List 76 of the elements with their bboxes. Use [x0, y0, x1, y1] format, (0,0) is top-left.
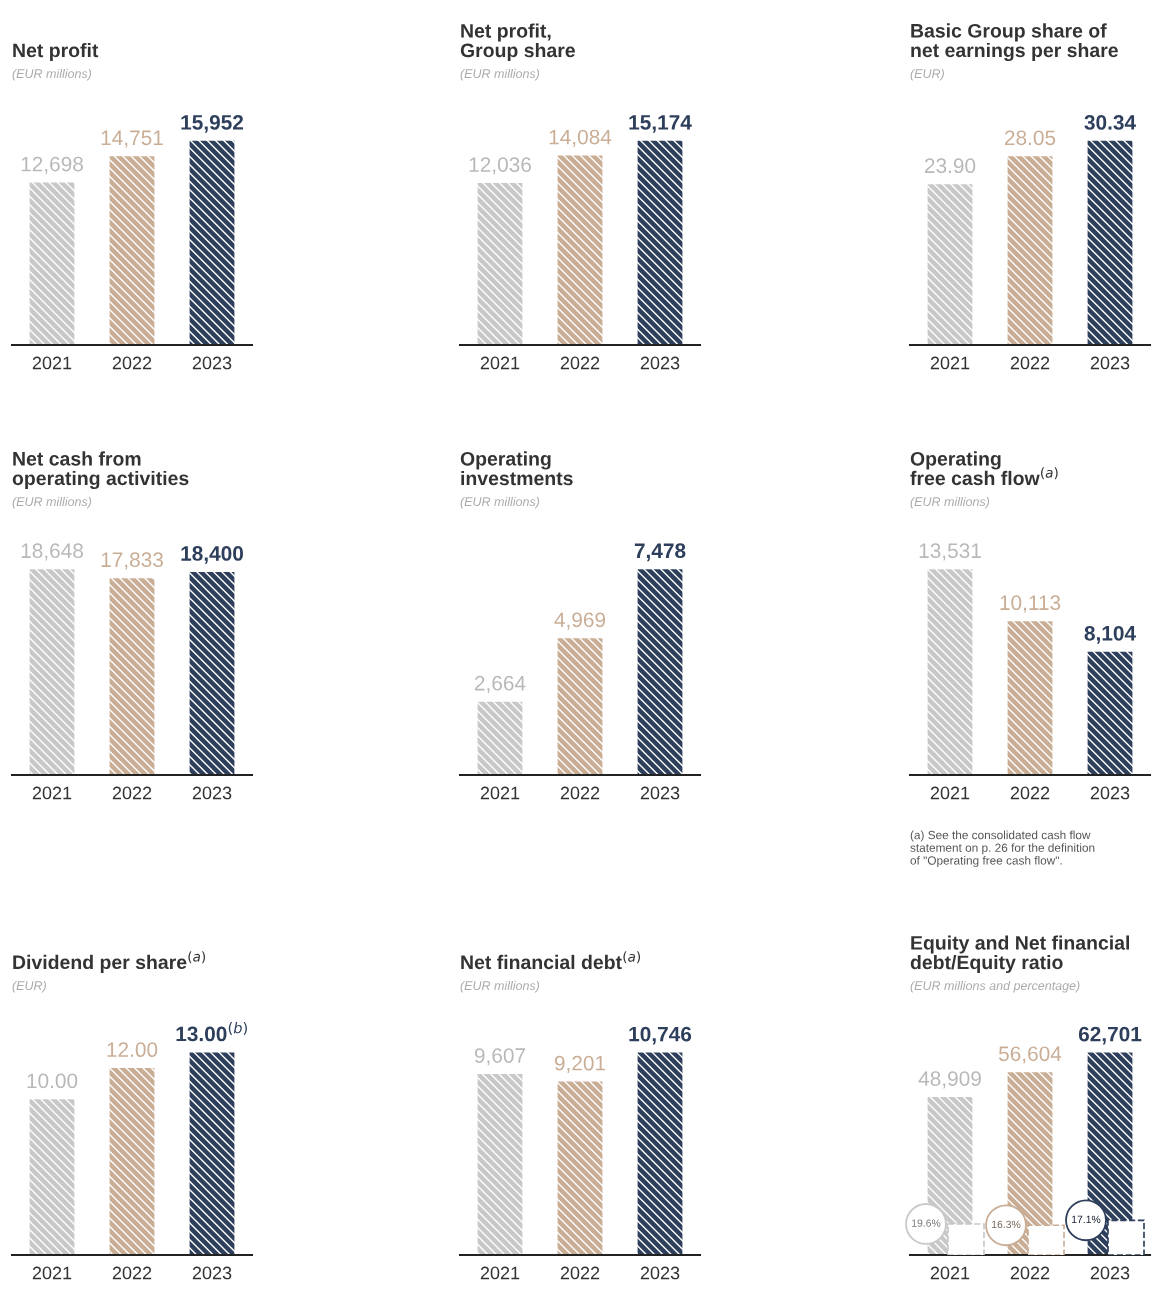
- data-label: 12,698: [21, 156, 83, 174]
- data-label: 18,400: [181, 546, 244, 564]
- data-label: 30.34: [1084, 115, 1136, 130]
- data-label: 48,909: [918, 1071, 981, 1089]
- chart-title: Net profit: [13, 42, 99, 62]
- x-tick-label: 2023: [640, 356, 680, 370]
- x-tick-label: 2023: [640, 786, 680, 800]
- chart-title: Equity and Net financial debt/Equity ratio: [910, 935, 1130, 974]
- x-tick-label: 2021: [480, 1266, 520, 1280]
- chart-title: Net cash from operating activities: [12, 451, 189, 490]
- annotation: 19.6%: [912, 1219, 941, 1227]
- x-tick-label: 2023: [640, 1266, 680, 1280]
- data-label: 2,664: [474, 675, 526, 694]
- data-label: 15,952: [181, 115, 244, 133]
- x-tick-label: 2022: [112, 356, 152, 370]
- chart-subtitle: (EUR millions): [460, 68, 540, 81]
- data-label: 10.00: [27, 1073, 78, 1089]
- data-label: 12.00: [107, 1042, 158, 1058]
- chart-title: Dividend per share$^{(a)}$: [13, 951, 206, 973]
- x-tick-label: 2021: [930, 356, 970, 370]
- data-label: 23.90: [924, 158, 976, 174]
- chart-title: Basic Group share of net earnings per share: [911, 23, 1118, 62]
- chart-subtitle: (EUR millions): [12, 68, 92, 81]
- data-label: 4,969: [554, 612, 606, 630]
- data-label: 14,084: [549, 129, 612, 147]
- text: (a) See the consolidated cash flow statement on p. 26 for the definition of "Operating free cash flow".: [910, 830, 1095, 867]
- x-tick-label: 2021: [32, 356, 72, 370]
- x-tick-label: 2022: [1010, 356, 1050, 370]
- x-tick-label: 2022: [112, 1266, 152, 1280]
- chart-subtitle: (EUR): [910, 68, 944, 81]
- chart-title: Net financial debt$^{(a)}$: [461, 951, 641, 970]
- chart-title: Operating investments: [460, 451, 573, 486]
- data-label: 18,648: [21, 543, 83, 561]
- data-label: 10,746: [629, 1026, 692, 1045]
- x-tick-label: 2021: [930, 1266, 970, 1280]
- x-tick-label: 2021: [930, 786, 970, 800]
- x-tick-label: 2022: [1010, 786, 1050, 800]
- x-tick-label: 2023: [192, 356, 232, 370]
- x-tick-label: 2022: [560, 1266, 600, 1280]
- x-tick-label: 2021: [480, 786, 520, 800]
- data-label: 62,701: [1078, 1026, 1142, 1045]
- data-label: 13,531: [919, 543, 981, 561]
- x-tick-label: 2023: [1090, 1266, 1130, 1280]
- data-label: 12,036: [469, 157, 531, 175]
- chart-title: Operating free cash flow$^{(a)}$: [910, 451, 1058, 486]
- x-tick-label: 2023: [192, 786, 232, 800]
- data-label: 7,478: [634, 543, 686, 562]
- data-label: 8,104: [1084, 625, 1136, 644]
- data-label: 9,607: [474, 1048, 526, 1066]
- data-label: 13.00$^{(b)}$: [176, 1022, 247, 1042]
- x-tick-label: 2022: [112, 786, 152, 800]
- data-label: 10,113: [1000, 595, 1061, 613]
- data-label: 9,201: [554, 1055, 606, 1074]
- x-tick-label: 2021: [32, 1266, 72, 1280]
- x-tick-label: 2021: [480, 356, 520, 370]
- x-tick-label: 2022: [560, 786, 600, 800]
- annotation: 16.3%: [992, 1220, 1021, 1229]
- x-tick-label: 2023: [192, 1266, 232, 1280]
- chart-title: Net profit, Group share: [460, 23, 575, 62]
- data-label: 28.05: [1004, 130, 1056, 146]
- chart-subtitle: (EUR): [12, 980, 46, 993]
- x-tick-label: 2022: [1010, 1266, 1050, 1280]
- data-label: 14,751: [101, 130, 163, 148]
- x-tick-label: 2022: [560, 356, 600, 370]
- chart-subtitle: (EUR millions): [460, 980, 540, 993]
- x-tick-label: 2023: [1090, 786, 1130, 800]
- chart-subtitle: (EUR millions): [910, 496, 990, 509]
- x-tick-label: 2021: [32, 786, 72, 800]
- chart-subtitle: (EUR millions): [12, 496, 92, 509]
- data-label: 15,174: [629, 115, 692, 133]
- chart-subtitle: (EUR millions): [460, 496, 540, 509]
- x-tick-label: 2023: [1090, 356, 1130, 370]
- data-label: 17,833: [101, 552, 163, 570]
- data-label: 56,604: [998, 1046, 1062, 1064]
- annotation: 17.1%: [1072, 1215, 1101, 1224]
- chart-subtitle: (EUR millions and percentage): [910, 980, 1080, 993]
